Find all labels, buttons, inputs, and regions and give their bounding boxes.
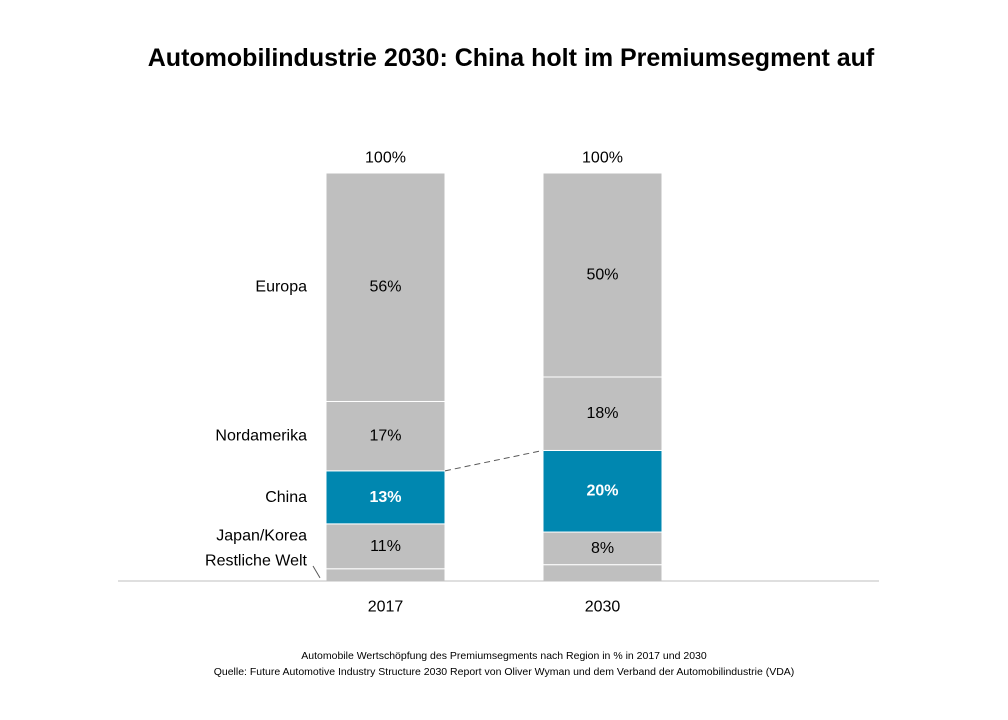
bar-segment-2030-4 [542,172,663,378]
data-label: 50% [586,267,618,284]
total-label: 100% [582,150,623,167]
bar-segment-2017-0 [325,568,446,582]
data-label: 18% [586,405,618,422]
data-label: 11% [370,538,401,555]
leader-line [312,565,321,579]
data-label: 56% [369,279,401,296]
category-label: 2017 [368,599,404,616]
chart-caption: Automobile Wertschöpfung des Premiumsegm… [301,650,707,662]
bar-segment-2030-3 [542,376,663,451]
series-label-3: Nordamerika [215,428,307,445]
bar-segment-2017-1 [325,523,446,570]
bar-segment-2017-4 [325,172,446,402]
series-label-0: Restliche Welt [205,552,308,569]
bar-segment-2017-3 [325,400,446,472]
total-label: 100% [365,150,406,167]
chart-source: Quelle: Future Automotive Industry Struc… [213,666,795,678]
bar-segment-2030-0 [542,564,663,582]
category-label: 2030 [585,599,621,616]
data-label: 13% [369,489,401,506]
data-label: 17% [369,428,401,445]
series-label-4: Europa [255,279,307,296]
chart-title: Automobilindustrie 2030: China holt im P… [147,44,875,72]
data-label: 8% [591,540,614,557]
bar-segment-2030-2 [542,449,663,533]
bar-segment-2030-1 [542,531,663,566]
series-label-2: China [265,489,307,506]
highlight-connector-line [444,449,544,472]
data-label: 20% [586,483,618,500]
series-label-1: Japan/Korea [216,527,307,544]
